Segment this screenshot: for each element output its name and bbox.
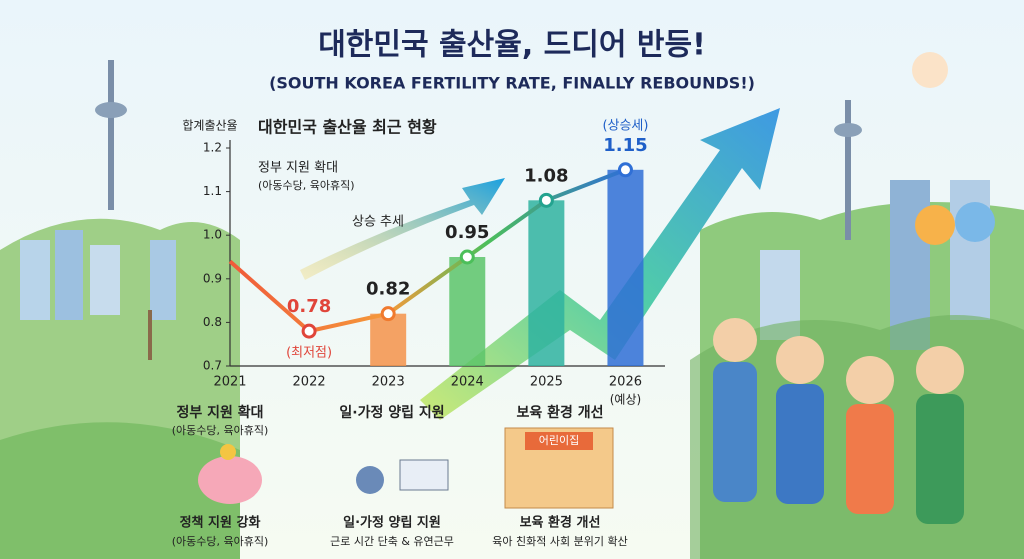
point (380, 306, 396, 322)
panel-caption: 보육 환경 개선 (520, 515, 601, 531)
note-sub: (아동수당, 육아휴직) (258, 179, 355, 192)
y-tick-label: 1.0 (203, 228, 222, 242)
trend-arrow-small (300, 178, 505, 280)
point (459, 249, 475, 265)
panel-caption: 일·가정 양립 지원 (343, 515, 441, 531)
panels: 정부 지원 확대 (아동수당, 육아휴직) 정책 지원 강화 (아동수당, 육아휴직)… (172, 404, 628, 548)
panel-caption-sub: (아동수당, 육아휴직) (172, 535, 269, 548)
stroller (356, 466, 384, 494)
low-label: (최저점) (286, 346, 332, 361)
trend-arrow (420, 108, 780, 420)
value-label: 1.15 (603, 135, 647, 156)
bar (528, 200, 565, 366)
panel-caption-sub: 근로 시간 단축 & 유연근무 (330, 535, 454, 548)
x-tick-label: 2024 (451, 375, 484, 390)
panel-heading-sub: (아동수당, 육아휴직) (172, 424, 269, 437)
note-title: 정부 지원 확대 (258, 161, 338, 176)
panel-caption-sub: 육아 친화적 사회 분위기 확산 (492, 535, 627, 548)
daycare-sign (525, 432, 593, 450)
x-tick-label: 2022 (293, 375, 326, 390)
x-note: (예상) (610, 393, 641, 407)
point (538, 192, 554, 208)
rate-line (228, 167, 627, 334)
y-tick-label: 0.7 (203, 359, 222, 373)
value-label: 1.08 (524, 165, 568, 186)
y-tick-label: 0.9 (203, 271, 222, 285)
y-tick-label: 1.1 (203, 184, 222, 198)
chart-title: 대한민국 출산율 최근 현황 (258, 118, 437, 137)
bar (449, 257, 486, 366)
high-label: (상승세) (602, 118, 648, 133)
y-tick-label: 0.8 (203, 315, 222, 329)
chart: 합계출산율 대한민국 출산율 최근 현황 0.7 0.8 0.9 1.0 1.1 1.2 202… (182, 118, 665, 407)
panel-heading: 정부 지원 확대 (176, 404, 263, 421)
panel-heading: 보육 환경 개선 (516, 404, 603, 421)
point (301, 323, 317, 339)
daycare-sign-text: 어린이집 (539, 434, 579, 447)
coin (220, 444, 236, 460)
panel-caption: 정책 지원 강화 (180, 515, 261, 531)
point (617, 162, 633, 178)
y-axis-label: 합계출산율 (182, 119, 237, 133)
x-tick-label: 2023 (372, 375, 405, 390)
page-subtitle: (SOUTH KOREA FERTILITY RATE, FINALLY REB… (269, 74, 755, 93)
x-tick-label: 2026 (609, 375, 642, 390)
page-title: 대한민국 출산율, 드디어 반등! (318, 28, 706, 63)
bar (607, 169, 644, 366)
piggy-bank (198, 456, 262, 504)
x-tick-label: 2021 (213, 375, 246, 390)
y-tick-label: 1.2 (203, 141, 222, 155)
value-label: 0.82 (366, 279, 410, 300)
trend-label: 상승 추세 (352, 215, 404, 230)
value-label: 0.95 (445, 222, 489, 243)
panel-heading: 일·가정 양립 지원 (339, 404, 444, 421)
desk (399, 459, 449, 491)
value-label: 0.78 (287, 296, 331, 317)
x-tick-label: 2025 (530, 375, 563, 390)
scenery (0, 52, 1024, 559)
bar (370, 313, 407, 366)
